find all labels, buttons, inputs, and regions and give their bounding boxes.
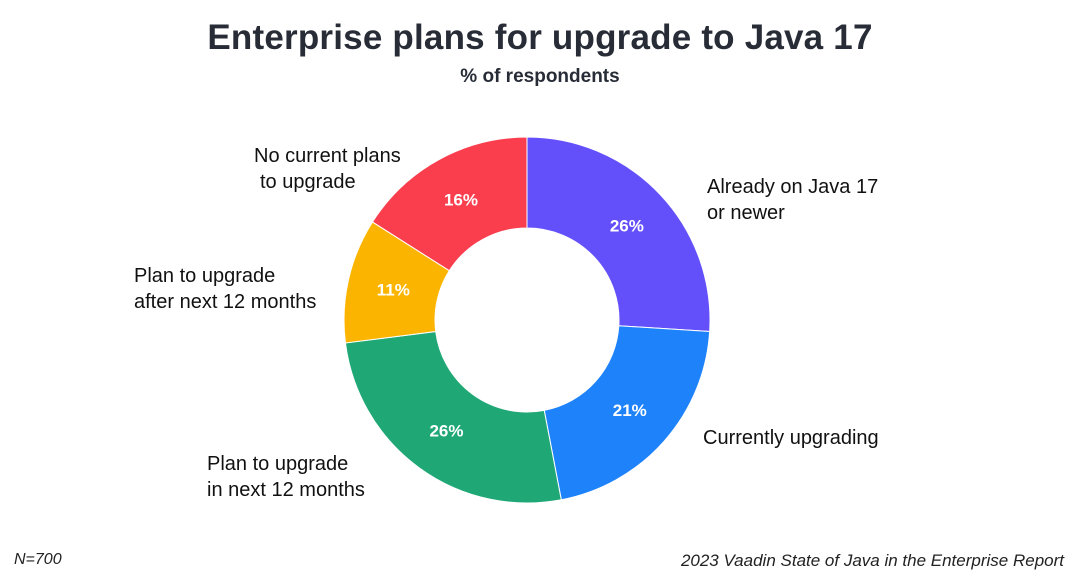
- donut-slice: [543, 325, 711, 501]
- legend-label-line: Already on Java 17: [707, 176, 879, 198]
- legend-label-plan-next-12-months: Plan to upgrade in next 12 months: [207, 451, 365, 503]
- source-note: 2023 Vaadin State of Java in the Enterpr…: [680, 551, 1064, 570]
- legend-label-line: in next 12 months: [207, 479, 365, 501]
- legend-label-line: No current plans: [254, 145, 401, 167]
- slice-value-label: 21%: [613, 401, 647, 420]
- donut-value-labels: 26% 21% 26% 11% 16%: [377, 190, 647, 440]
- legend-label-line: or newer: [707, 202, 785, 224]
- slice-value-label: 26%: [429, 421, 463, 440]
- donut-slice: [344, 330, 562, 504]
- slice-value-label: 11%: [377, 281, 410, 300]
- donut-slices: [343, 136, 711, 504]
- legend-label-line: Currently upgrading: [703, 427, 879, 449]
- legend-label-plan-after-12-months: Plan to upgrade after next 12 months: [134, 263, 316, 315]
- legend-label-line: after next 12 months: [134, 291, 317, 313]
- legend-label-already-on-java-17: Already on Java 17 or newer: [707, 174, 878, 226]
- chart-subtitle: % of respondents: [460, 66, 620, 87]
- legend-label-line: to upgrade: [260, 171, 356, 193]
- sample-size: N=700: [14, 551, 62, 568]
- chart-title: Enterprise plans for upgrade to Java 17: [207, 18, 873, 57]
- legend-label-line: Plan to upgrade: [134, 265, 276, 287]
- slice-value-label: 16%: [444, 190, 478, 209]
- legend-label-no-current-plans: No current plans to upgrade: [254, 143, 401, 195]
- slice-value-label: 26%: [610, 217, 644, 236]
- donut-slice: [526, 136, 711, 333]
- legend-label-currently-upgrading: Currently upgrading: [703, 425, 879, 451]
- legend-label-line: Plan to upgrade: [207, 453, 349, 475]
- donut-slice: [371, 136, 528, 272]
